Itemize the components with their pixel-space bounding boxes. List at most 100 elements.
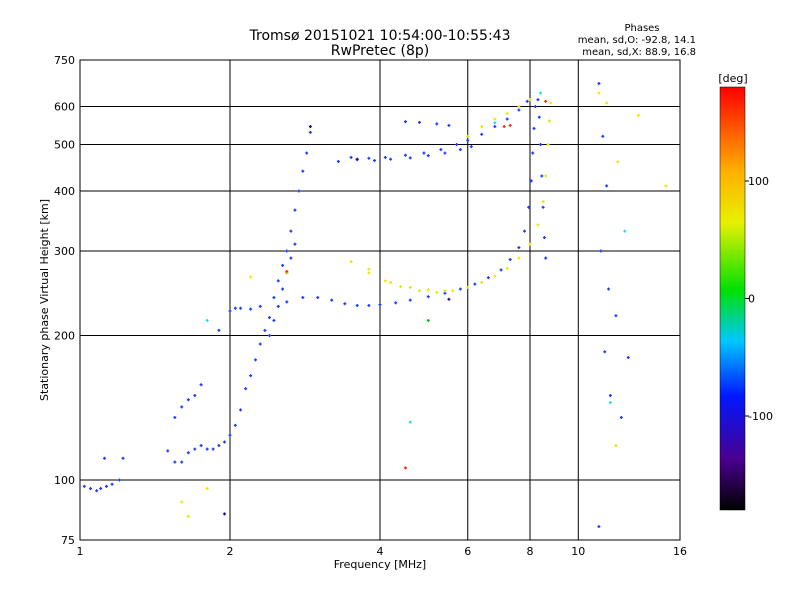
data-point [426,295,430,299]
data-point [173,460,177,464]
data-point [180,460,184,464]
data-point [180,500,184,504]
data-point [267,334,271,338]
data-point [285,269,289,273]
x-tick-label: 2 [227,545,234,558]
data-point [417,120,421,124]
x-tick-label: 4 [377,545,384,558]
chart-subtitle: RwPretec (8p) [331,43,429,59]
data-point [403,120,407,124]
data-point [383,279,387,283]
data-point [599,249,603,253]
y-tick-label: 400 [54,185,75,198]
data-point [244,387,248,391]
data-point [533,105,537,109]
data-point [223,440,227,444]
data-point [249,275,253,279]
data-point [408,285,412,289]
colorbar-tick-label: 100 [748,175,769,188]
data-point [272,296,276,300]
data-point [499,268,503,272]
data-point [541,200,545,204]
data-point [281,287,285,291]
data-point [636,113,640,117]
data-point [480,125,484,129]
data-point [466,134,470,138]
data-point [293,242,297,246]
data-point [263,328,267,332]
data-point [403,153,407,157]
data-point [597,91,601,95]
data-point [199,444,203,448]
data-point [664,184,668,188]
data-point [253,358,257,362]
data-point [367,267,371,271]
data-point [239,408,243,412]
data-point [173,415,177,419]
data-point [110,482,114,486]
data-point [422,151,426,155]
data-point [603,350,607,354]
data-point [349,260,353,264]
data-point [267,316,271,320]
data-point [540,174,544,178]
data-point [408,156,412,160]
data-point [527,205,531,209]
data-point [258,342,262,346]
data-point [443,289,447,293]
data-point [193,394,197,398]
data-point [493,274,497,278]
data-point [536,98,540,102]
data-point [211,447,215,451]
data-point [239,306,243,310]
x-tick-label: 6 [464,545,471,558]
data-point [544,99,548,103]
data-point [528,242,532,246]
data-point [316,296,320,300]
data-point [308,130,312,134]
data-point [228,309,232,313]
colorbar: [deg] 100 0 -100 [718,72,773,511]
data-point [536,223,540,227]
data-point [186,398,190,402]
data-point [493,117,497,121]
data-point [435,122,439,126]
data-point [276,304,280,308]
data-point [389,157,393,161]
data-point [539,91,543,95]
data-point [439,148,443,152]
data-point [95,489,99,493]
data-point [505,117,509,121]
data-point [343,302,347,306]
data-point [186,514,190,518]
data-point [539,143,543,147]
data-point [537,115,541,119]
data-point [626,355,630,359]
y-tick-label: 600 [54,101,75,114]
data-point [447,123,451,127]
data-point [272,318,276,322]
data-point [349,155,353,159]
data-point [308,125,312,129]
data-point [276,279,280,283]
data-point [367,303,371,307]
data-point [305,151,309,155]
data-point [480,132,484,136]
data-point [121,456,125,460]
data-point [289,229,293,233]
data-point [549,101,553,105]
data-point [82,484,86,488]
data-point [355,157,359,161]
data-point [389,280,393,284]
y-tick-label: 75 [61,534,75,547]
data-point [608,401,612,405]
y-tick-label: 100 [54,474,75,487]
data-point [117,478,121,482]
data-point [103,456,107,460]
y-grid [80,106,680,481]
data-point [217,444,221,448]
data-point [608,394,612,398]
data-point [542,236,546,240]
data-point [233,423,237,427]
x-tick-label: 8 [527,545,534,558]
